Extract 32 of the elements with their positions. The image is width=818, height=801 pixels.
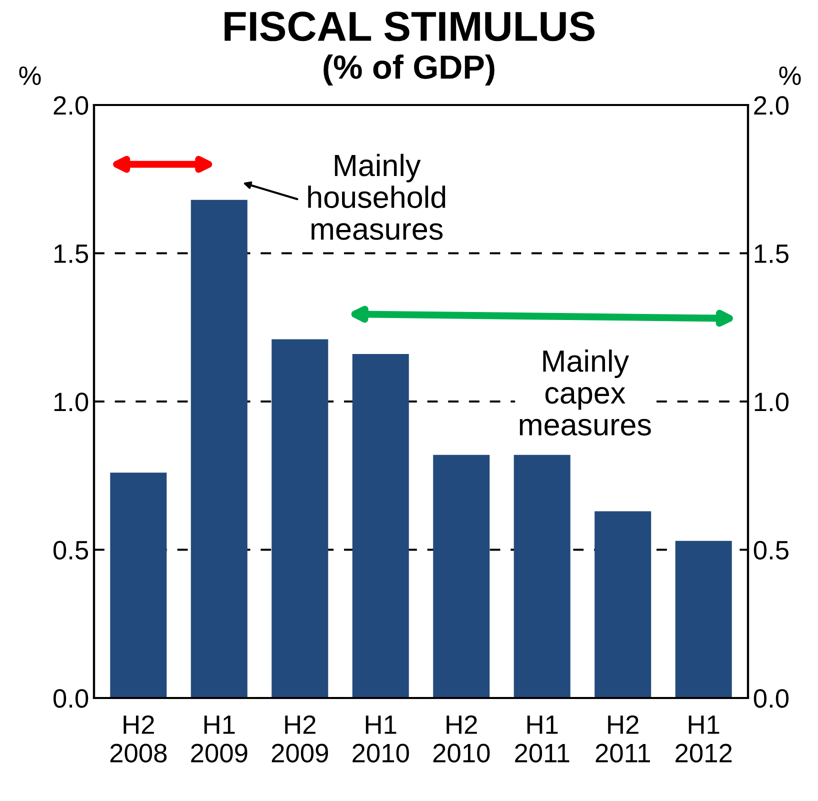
bar xyxy=(675,540,732,698)
x-tick-label: H2 2011 xyxy=(596,715,650,762)
y2-tick-label: 1.0 xyxy=(754,392,789,412)
bar xyxy=(594,511,652,698)
bar xyxy=(514,454,570,698)
y2-tick-label: 1.5 xyxy=(754,244,788,264)
x-tick-label: H1 2009 xyxy=(191,716,248,762)
x-tick-label: H2 2010 xyxy=(433,715,490,762)
x-tick-label: H2 2008 xyxy=(110,715,167,762)
y-tick-label: 0.5 xyxy=(53,540,88,560)
y2-tick-label: 0.5 xyxy=(754,540,788,560)
y2-tick-label: 0.0 xyxy=(754,689,789,708)
y2-axis-title: % xyxy=(779,66,801,85)
bar xyxy=(352,354,409,698)
bar xyxy=(433,454,490,698)
y-axis-title: % xyxy=(19,66,41,85)
y2-tick-label: 2.0 xyxy=(754,96,789,115)
annotation: Mainly household measures xyxy=(308,154,446,240)
x-tick-label: H1 2011 xyxy=(515,716,570,762)
bar xyxy=(190,200,248,698)
y-tick-label: 1.5 xyxy=(54,244,88,264)
bar xyxy=(110,472,167,698)
chart-title: FISCAL STIMULUS xyxy=(224,12,594,42)
x-tick-label: H1 2012 xyxy=(676,716,732,762)
y-tick-label: 2.0 xyxy=(54,96,88,115)
annotation: Mainly capex measures xyxy=(520,350,651,436)
x-tick-label: H1 2010 xyxy=(352,716,409,762)
y-tick-label: 0.0 xyxy=(53,689,88,708)
bar xyxy=(272,339,328,698)
y-tick-label: 1.0 xyxy=(54,392,88,412)
x-tick-label: H2 2009 xyxy=(272,715,328,762)
chart-subtitle: (% of GDP) xyxy=(324,54,494,86)
